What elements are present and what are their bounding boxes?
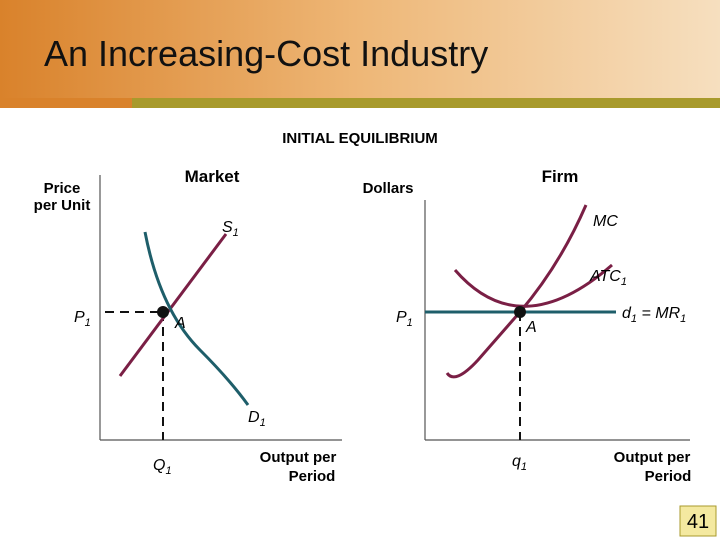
panel-title: Market [185, 167, 240, 186]
panel-title: Firm [542, 167, 579, 186]
header-band [0, 0, 720, 98]
equilibrium-point [514, 306, 526, 318]
point-label: A [525, 319, 537, 336]
mc-curve [445, 204, 588, 379]
quantity-label: q1 [512, 453, 527, 473]
page-number: 41 [687, 511, 709, 533]
axis-label: Price per Unit [34, 180, 91, 214]
page-number-box [679, 505, 717, 537]
curve-label: D1 [248, 409, 266, 429]
curve-label: d1 = MR1 [622, 305, 686, 325]
header-rule [132, 98, 720, 108]
axis-label: Dollars [363, 180, 414, 197]
supply-curve [118, 233, 228, 377]
equilibrium-point [157, 306, 169, 318]
header-accent [0, 98, 132, 108]
price-label: P1 [74, 309, 91, 329]
curve-label: S1 [222, 219, 239, 239]
diagram-heading: INITIAL EQUILIBRIUM [282, 130, 438, 147]
quantity-label: Q1 [153, 457, 172, 477]
curve-label: ATC1 [589, 268, 627, 288]
slide-title: An Increasing-Cost Industry [44, 33, 488, 74]
price-label: P1 [396, 309, 413, 329]
point-label: A [174, 315, 186, 332]
axis-label: Output per Period [614, 449, 692, 485]
axis-label: Output per Period [260, 449, 337, 485]
curve-label: MC [593, 213, 618, 230]
demand-curve [143, 231, 250, 406]
